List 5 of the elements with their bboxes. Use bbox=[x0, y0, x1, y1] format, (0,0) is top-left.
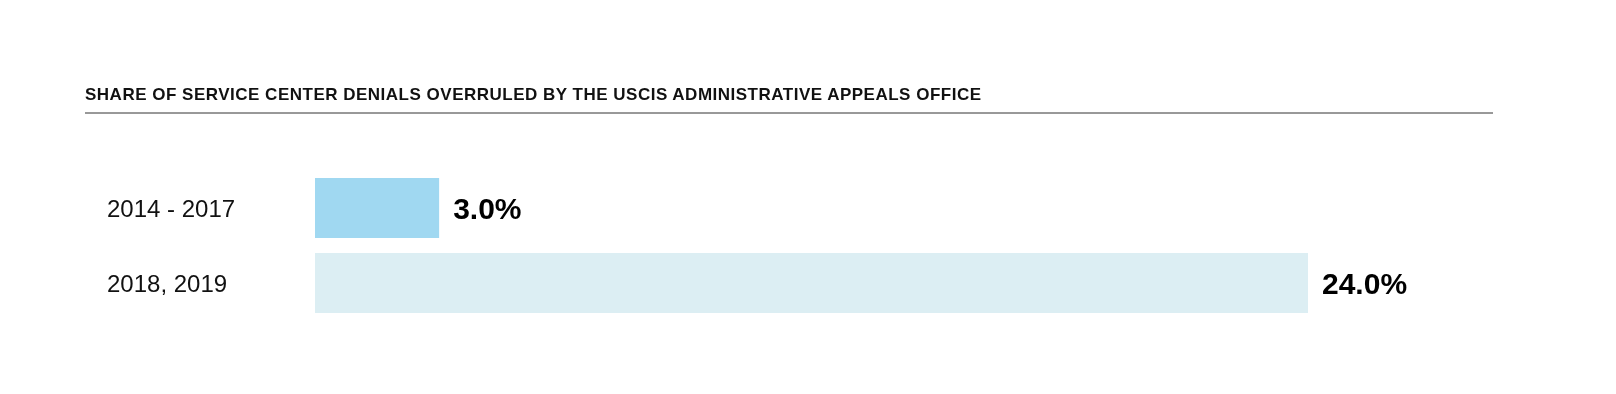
y-tick-label: 2014 - 2017 bbox=[107, 194, 236, 222]
data-label: 24.0% bbox=[1322, 266, 1408, 300]
data-label: 3.0% bbox=[453, 191, 522, 225]
chart-title: SHARE OF SERVICE CENTER DENIALS OVERRULED BY THE USCIS ADMINISTRATIVE APPEALS OFFICE bbox=[85, 85, 982, 104]
y-tick-label: 2018, 2019 bbox=[107, 269, 228, 297]
